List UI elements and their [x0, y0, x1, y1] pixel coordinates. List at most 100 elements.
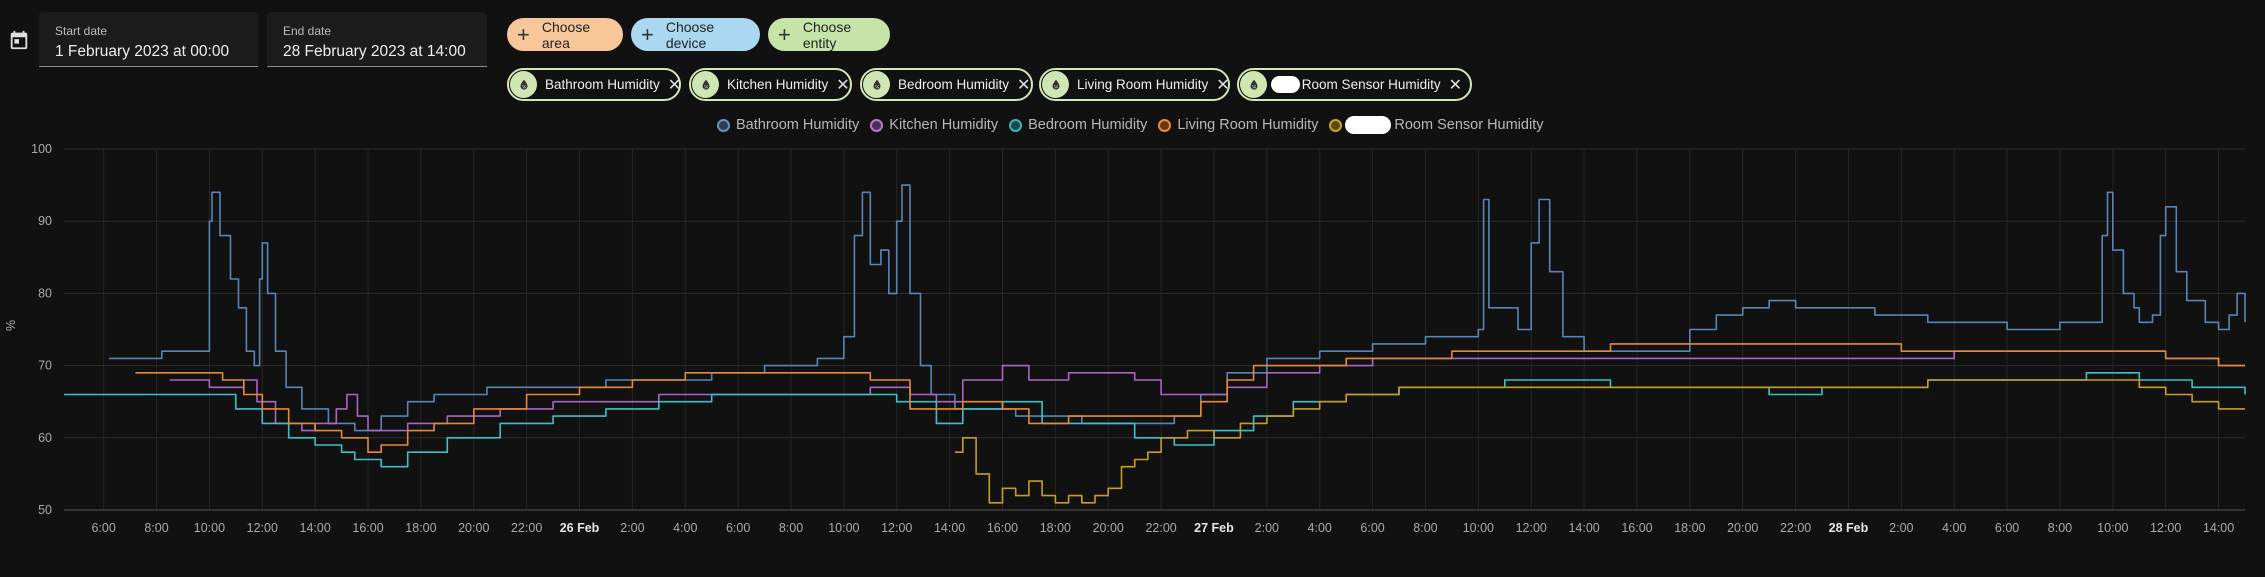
entity-chip-label: Living Room Humidity: [1077, 77, 1209, 92]
choose-area-button[interactable]: + Choose area: [507, 18, 623, 51]
x-tick-label: 8:00: [779, 521, 803, 535]
chart-grid: [64, 148, 2245, 511]
redacted-mark: [1271, 76, 1300, 93]
start-date-value: 1 February 2023 at 00:00: [55, 43, 230, 60]
entity-chip-bathroom[interactable]: Bathroom Humidity ✕: [507, 68, 681, 101]
x-tick-label: 14:00: [300, 521, 331, 535]
y-tick-label: 70: [38, 359, 52, 373]
y-tick-label: 50: [38, 503, 52, 517]
x-tick-label: 8:00: [1413, 521, 1437, 535]
x-tick-label: 20:00: [1093, 521, 1124, 535]
remove-icon[interactable]: ✕: [836, 76, 850, 94]
legend-item-bathroom[interactable]: Bathroom Humidity: [717, 117, 859, 133]
remove-icon[interactable]: ✕: [1017, 76, 1031, 94]
water-percent-icon: [692, 71, 719, 98]
x-tick-label: 22:00: [1780, 521, 1811, 535]
entity-chip-label: Bedroom Humidity: [898, 77, 1010, 92]
entity-chip-label: Room Sensor Humidity: [1301, 77, 1441, 92]
start-date-field[interactable]: Start date 1 February 2023 at 00:00: [39, 12, 258, 67]
legend-item-living-room[interactable]: Living Room Humidity: [1158, 117, 1318, 133]
x-tick-label: 18:00: [405, 521, 436, 535]
chart-series: [64, 184, 2246, 504]
choose-device-label: Choose device: [665, 18, 715, 51]
x-tick-label: 6:00: [1360, 521, 1384, 535]
x-tick-label: 4:00: [1308, 521, 1332, 535]
x-tick-label: 28 Feb: [1829, 521, 1869, 535]
x-tick-label: 10:00: [2097, 521, 2128, 535]
water-percent-icon: [1240, 71, 1267, 98]
y-tick-label: 100: [31, 142, 52, 156]
series-line-0[interactable]: [108, 184, 2246, 432]
humidity-history-chart: 50 60 70 80 90 100 % 6:00 8:00 10:00 12:00 14:00 1…: [4, 142, 2246, 535]
legend-item-bedroom[interactable]: Bedroom Humidity: [1009, 117, 1147, 133]
x-tick-label: 4:00: [673, 521, 697, 535]
x-tick-label: 4:00: [1942, 521, 1966, 535]
choose-area-label: Choose area: [541, 18, 591, 51]
x-tick-label: 2:00: [620, 521, 644, 535]
redacted-mark: [1345, 116, 1392, 134]
x-tick-label: 10:00: [194, 521, 225, 535]
x-tick-label: 6:00: [91, 521, 115, 535]
entity-chip-kitchen[interactable]: Kitchen Humidity ✕: [689, 68, 852, 101]
y-tick-label: 90: [38, 214, 52, 228]
x-tick-label: 16:00: [987, 521, 1018, 535]
x-tick-label: 12:00: [881, 521, 912, 535]
x-tick-label: 16:00: [352, 521, 383, 535]
x-tick-label: 22:00: [1145, 521, 1176, 535]
remove-icon[interactable]: ✕: [1216, 76, 1230, 94]
x-tick-label: 14:00: [1568, 521, 1599, 535]
legend-swatch: [1329, 118, 1343, 132]
entity-chip-label: Kitchen Humidity: [727, 77, 829, 92]
entity-chip-label: Bathroom Humidity: [545, 77, 660, 92]
x-tick-label: 8:00: [2048, 521, 2072, 535]
x-tick-label: 14:00: [2203, 521, 2234, 535]
calendar-icon[interactable]: [8, 28, 30, 52]
x-tick-label: 27 Feb: [1194, 521, 1234, 535]
x-tick-label: 6:00: [1995, 521, 2019, 535]
choose-entity-label: Choose entity: [802, 18, 852, 51]
legend-label: Kitchen Humidity: [889, 117, 999, 133]
x-tick-label: 12:00: [247, 521, 278, 535]
series-line-4[interactable]: [954, 379, 2245, 504]
start-date-label: Start date: [55, 24, 108, 38]
choose-entity-button[interactable]: + Choose entity: [768, 18, 890, 51]
chart-legend: Bathroom Humidity Kitchen Humidity Bedro…: [717, 115, 1554, 135]
legend-label: Bathroom Humidity: [736, 117, 860, 133]
y-tick-label: 60: [38, 431, 52, 445]
x-tick-label: 8:00: [144, 521, 168, 535]
legend-label: Living Room Humidity: [1177, 117, 1319, 133]
water-percent-icon: [863, 71, 890, 98]
x-tick-label: 22:00: [511, 521, 542, 535]
x-tick-label: 20:00: [1727, 521, 1758, 535]
y-tick-label: 80: [38, 286, 52, 300]
series-line-3[interactable]: [135, 343, 2245, 453]
plus-icon: +: [641, 21, 654, 47]
legend-label: Bedroom Humidity: [1028, 117, 1148, 133]
plus-icon: +: [517, 21, 530, 47]
series-line-1[interactable]: [169, 350, 2245, 432]
x-tick-label: 12:00: [2150, 521, 2181, 535]
legend-swatch: [1009, 118, 1023, 132]
legend-item-kitchen[interactable]: Kitchen Humidity: [870, 117, 998, 133]
x-tick-label: 26 Feb: [560, 521, 600, 535]
legend-label: Room Sensor Humidity: [1394, 117, 1544, 133]
end-date-field[interactable]: End date 28 February 2023 at 14:00: [267, 12, 487, 67]
x-axis-ticks: 6:00 8:00 10:00 12:00 14:00 16:00 18:00 20:00 22…: [91, 521, 2234, 535]
x-tick-label: 6:00: [726, 521, 750, 535]
remove-icon[interactable]: ✕: [667, 76, 682, 94]
x-tick-label: 18:00: [1674, 521, 1705, 535]
x-tick-label: 10:00: [1463, 521, 1494, 535]
y-axis-ticks: 50 60 70 80 90 100: [31, 142, 52, 517]
series-line-2[interactable]: [64, 372, 2246, 468]
x-tick-label: 2:00: [1889, 521, 1913, 535]
end-date-label: End date: [283, 24, 332, 38]
plus-icon: +: [778, 21, 791, 47]
remove-icon[interactable]: ✕: [1448, 76, 1462, 94]
entity-chip-bedroom[interactable]: Bedroom Humidity ✕: [860, 68, 1033, 101]
entity-chip-room-sensor[interactable]: Room Sensor Humidity ✕: [1237, 68, 1472, 101]
choose-device-button[interactable]: + Choose device: [631, 18, 760, 51]
entity-chip-living-room[interactable]: Living Room Humidity ✕: [1039, 68, 1230, 101]
x-tick-label: 18:00: [1040, 521, 1071, 535]
y-axis-unit: %: [4, 320, 18, 331]
legend-item-room-sensor[interactable]: Room Sensor Humidity: [1329, 116, 1543, 134]
